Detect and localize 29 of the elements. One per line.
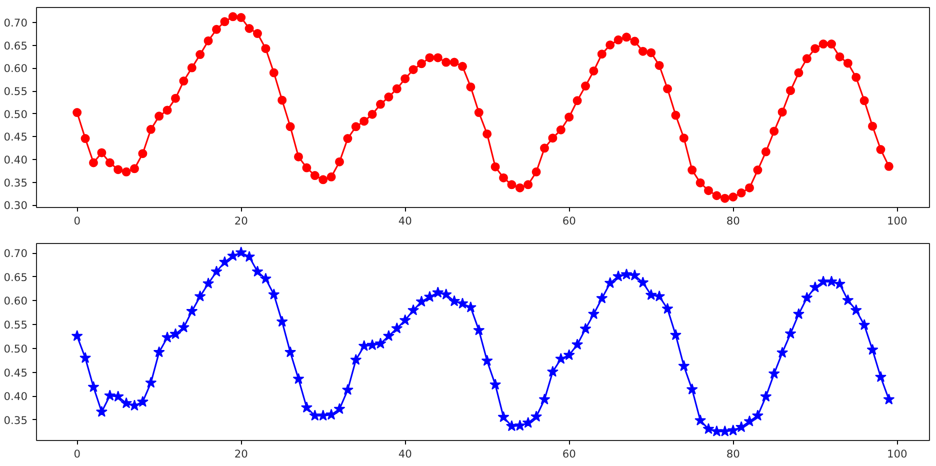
y-tick-label: 0.45	[4, 366, 28, 380]
x-tick-label: 60	[562, 214, 576, 228]
y-tick-label: 0.60	[4, 294, 28, 308]
x-tick-label: 80	[726, 448, 740, 460]
x-tick-label: 60	[562, 448, 576, 460]
y-tick-label: 0.50	[4, 108, 28, 121]
y-tick-label: 0.35	[4, 176, 28, 190]
y-tick-label: 0.40	[4, 154, 28, 167]
y-tick-label: 0.55	[4, 85, 28, 98]
y-tick-label: 0.70	[4, 247, 28, 260]
x-tick-label: 80	[726, 214, 740, 228]
y-tick-label: 0.65	[4, 39, 28, 52]
x-tick-label: 0	[74, 214, 81, 228]
x-tick-label: 20	[234, 448, 248, 460]
x-tick-label: 100	[886, 448, 908, 460]
x-tick-label: 40	[398, 214, 412, 228]
x-tick-label: 20	[234, 214, 248, 228]
y-tick-label: 0.60	[4, 62, 28, 76]
y-tick-label: 0.65	[4, 270, 28, 284]
x-tick-label: 0	[74, 448, 81, 460]
x-tick-label: 100	[886, 214, 908, 228]
y-tick-label: 0.50	[4, 342, 28, 356]
y-tick-label: 0.30	[4, 199, 28, 212]
x-tick-label: 40	[398, 448, 412, 460]
y-tick-label: 0.40	[4, 390, 28, 404]
y-tick-label: 0.35	[4, 414, 28, 427]
y-tick-label: 0.45	[4, 130, 28, 144]
y-tick-label: 0.70	[4, 16, 28, 30]
y-tick-label: 0.55	[4, 318, 28, 332]
